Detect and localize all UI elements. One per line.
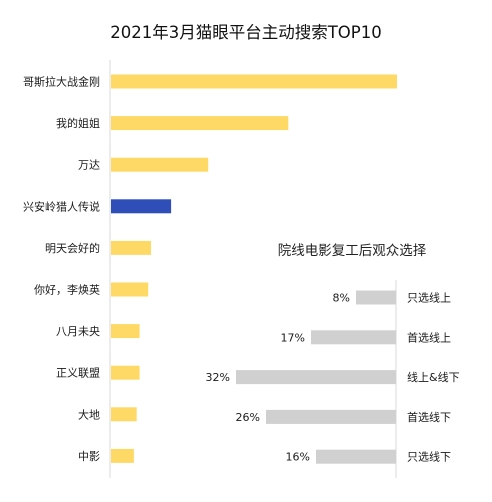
main-bar-7	[111, 324, 140, 339]
main-bar-4	[111, 199, 172, 214]
inset-value-label-5: 16%	[286, 451, 310, 464]
inset-category-label-4: 首选线下	[407, 410, 451, 424]
inset-chart-title: 院线电影复工后观众选择	[278, 242, 427, 259]
main-bar-9	[111, 407, 137, 422]
inset-category-label-3: 线上&线下	[407, 370, 460, 384]
main-bar-5	[111, 240, 151, 255]
main-category-label-9: 大地	[78, 407, 100, 421]
main-category-label-6: 你好，李焕英	[34, 283, 100, 297]
main-category-label-3: 万达	[78, 159, 100, 172]
inset-chart-value-labels: 8% 17% 32% 26% 16%	[206, 292, 350, 464]
inset-chart: 院线电影复工后观众选择 8% 17% 32% 26% 16% 只选线上首选线上线上&线下…	[206, 242, 460, 478]
inset-value-label-1: 8%	[333, 292, 350, 305]
inset-category-label-1: 只选线上	[407, 291, 451, 305]
inset-bar-5	[316, 449, 396, 464]
main-category-label-5: 明天会好的	[45, 241, 100, 255]
main-category-label-8: 正义联盟	[56, 367, 100, 380]
inset-bar-4	[266, 409, 396, 424]
inset-value-label-3: 32%	[206, 371, 230, 384]
main-category-label-4: 兴安岭猎人传说	[23, 199, 100, 213]
inset-chart-bars	[236, 290, 396, 464]
main-bar-3	[111, 157, 209, 172]
main-category-label-1: 哥斯拉大战金刚	[23, 75, 100, 89]
inset-value-label-4: 26%	[236, 411, 260, 424]
main-chart-bars	[111, 74, 397, 463]
main-chart-category-labels: 哥斯拉大战金刚我的姐姐万达兴安岭猎人传说明天会好的你好，李焕英八月未央正义联盟大…	[23, 75, 100, 463]
main-category-label-10: 中影	[78, 450, 100, 463]
main-bar-10	[111, 448, 134, 463]
main-category-label-2: 我的姐姐	[56, 116, 100, 130]
main-bar-2	[111, 116, 289, 131]
inset-bar-2	[311, 330, 396, 345]
main-bar-6	[111, 282, 149, 297]
main-bar-1	[111, 74, 397, 89]
main-chart: 2021年3月猫眼平台主动搜索TOP10 哥斯拉大战金刚我的姐姐万达兴安岭猎人传…	[23, 23, 397, 478]
inset-value-label-2: 17%	[281, 331, 305, 344]
main-category-label-7: 八月未央	[56, 325, 100, 338]
inset-bar-3	[236, 370, 396, 385]
inset-category-label-2: 首选线上	[407, 330, 451, 344]
inset-category-label-5: 只选线下	[407, 450, 451, 464]
inset-bar-1	[356, 290, 396, 305]
main-bar-8	[111, 365, 140, 380]
main-chart-title: 2021年3月猫眼平台主动搜索TOP10	[110, 23, 382, 42]
